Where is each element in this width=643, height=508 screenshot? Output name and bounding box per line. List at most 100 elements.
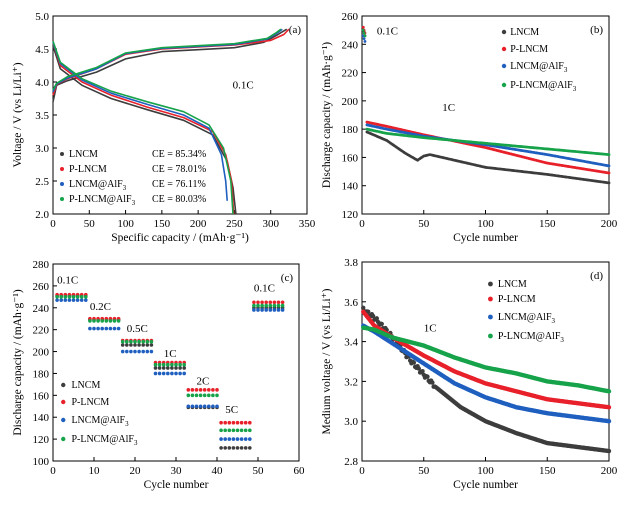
data-point-p-lncm-alf3 bbox=[276, 303, 281, 308]
data-point-lncm bbox=[248, 446, 252, 450]
data-point-lncm-alf3 bbox=[182, 371, 186, 376]
data-point-lncm-alf3 bbox=[362, 37, 366, 41]
data-point-lncm bbox=[430, 380, 435, 385]
data-point-p-lncm-alf3 bbox=[264, 303, 269, 308]
y-tick-label: 120 bbox=[33, 434, 50, 446]
data-point-p-lncm bbox=[361, 25, 365, 29]
data-point-p-lncm-alf3 bbox=[96, 319, 100, 323]
data-point-p-lncm bbox=[260, 300, 264, 305]
data-point-p-lncm-alf3 bbox=[194, 393, 199, 398]
rate-annotation-cycling: 1C bbox=[442, 102, 455, 114]
data-point-p-lncm-alf3 bbox=[178, 362, 182, 367]
data-point-lncm-alf3 bbox=[120, 349, 125, 354]
y-tick-label: 3.5 bbox=[35, 110, 49, 122]
data-point-lncm-alf3 bbox=[243, 437, 248, 441]
x-tick-label: 250 bbox=[226, 218, 243, 230]
legend-label-lncm: LNCM bbox=[71, 380, 100, 391]
data-point-lncm-alf3 bbox=[125, 349, 129, 354]
legend-marker-lncm-alf3 bbox=[61, 417, 66, 423]
data-point-p-lncm-alf3 bbox=[202, 393, 207, 398]
legend-label-p-lncm-alf3: P-LNCM@AlF3 bbox=[498, 331, 565, 344]
data-point-lncm bbox=[420, 368, 425, 374]
x-tick-label: 300 bbox=[262, 218, 279, 230]
data-point-p-lncm-alf3 bbox=[361, 28, 365, 32]
legend-label-lncm-alf3: LNCM@AlF3 bbox=[498, 312, 556, 325]
curve-discharge-p-lncm-alf3 bbox=[52, 40, 234, 215]
legend-label-p-lncm: P-LNCM bbox=[69, 164, 107, 175]
data-point-p-lncm-alf3 bbox=[227, 428, 232, 433]
data-point-p-lncm bbox=[243, 420, 248, 425]
data-point-p-lncm-alf3 bbox=[362, 31, 366, 35]
x-tick-label: 0 bbox=[359, 465, 365, 477]
data-point-p-lncm-alf3 bbox=[141, 339, 145, 344]
x-tick-label: 150 bbox=[539, 465, 556, 477]
data-point-lncm-alf3 bbox=[79, 298, 84, 302]
data-point-p-lncm-alf3 bbox=[239, 428, 244, 433]
data-point-lncm bbox=[227, 446, 232, 450]
data-point-lncm-alf3 bbox=[219, 437, 223, 441]
legend-marker-lncm-alf3 bbox=[60, 182, 64, 186]
data-point-p-lncm-alf3 bbox=[161, 362, 166, 367]
data-point-lncm bbox=[145, 343, 150, 347]
data-point-lncm bbox=[166, 366, 170, 370]
legend-marker-p-lncm-alf3 bbox=[488, 333, 493, 339]
y-tick-label: 120 bbox=[342, 209, 359, 221]
data-point-lncm bbox=[425, 374, 430, 379]
data-point-p-lncm-alf3 bbox=[235, 428, 240, 433]
x-tick-label: 100 bbox=[477, 465, 494, 477]
y-tick-label: 240 bbox=[33, 303, 50, 315]
rate-label-0: 0.1C bbox=[57, 275, 78, 287]
data-point-p-lncm bbox=[190, 388, 195, 392]
x-axis-label: Specific capacity / (mAh·g⁻¹) bbox=[111, 232, 249, 244]
x-tick-label: 350 bbox=[299, 218, 316, 230]
data-point-lncm-alf3 bbox=[235, 437, 240, 441]
data-point-lncm-alf3 bbox=[174, 371, 178, 376]
data-point-p-lncm bbox=[606, 405, 612, 410]
data-point-lncm bbox=[361, 305, 366, 310]
data-point-p-lncm bbox=[280, 300, 285, 305]
x-tick-label: 60 bbox=[294, 465, 306, 477]
data-point-lncm-alf3 bbox=[607, 164, 611, 168]
data-point-lncm-alf3 bbox=[186, 404, 191, 409]
data-point-p-lncm-alf3 bbox=[363, 34, 367, 38]
legend-label-p-lncm: P-LNCM bbox=[71, 397, 109, 408]
data-point-lncm-alf3 bbox=[55, 298, 59, 302]
panel-c: 0 10 20 30 40 50 60 100 120 140 160 180 200 220 240 260… bbox=[12, 259, 305, 491]
legend-marker-lncm bbox=[61, 382, 66, 388]
data-point-lncm-alf3 bbox=[231, 437, 236, 441]
y-tick-label: 220 bbox=[342, 68, 359, 80]
data-point-p-lncm-alf3 bbox=[157, 362, 162, 367]
data-point-lncm bbox=[129, 343, 133, 347]
data-point-p-lncm-alf3 bbox=[55, 295, 59, 299]
rate-label-5: 5C bbox=[225, 404, 238, 416]
data-point-p-lncm-alf3 bbox=[104, 319, 109, 323]
data-point-p-lncm bbox=[256, 300, 260, 305]
y-tick-label: 200 bbox=[342, 96, 359, 108]
panel-d: 0 50 100 150 200 2.8 3.0 3.2 3.4 3.6 3.8 Cycle numb… bbox=[321, 257, 618, 491]
data-point-p-lncm-alf3 bbox=[268, 303, 273, 308]
data-point-p-lncm-alf3 bbox=[272, 303, 277, 308]
x-tick-label: 0 bbox=[359, 218, 365, 230]
data-point-lncm-alf3 bbox=[145, 349, 150, 354]
data-point-p-lncm-alf3 bbox=[170, 362, 174, 367]
data-point-p-lncm-alf3 bbox=[149, 339, 154, 344]
ce-label-p-lncm-alf3: CE = 80.03% bbox=[152, 194, 206, 205]
rate-annotation-initial: 0.1C bbox=[377, 25, 398, 37]
curve-charge-lncm bbox=[52, 28, 288, 102]
data-point-lncm-alf3 bbox=[170, 371, 174, 376]
data-point-lncm bbox=[120, 343, 125, 347]
data-point-p-lncm-alf3 bbox=[75, 295, 80, 299]
legend-marker-p-lncm-alf3 bbox=[60, 197, 64, 201]
data-point-lncm bbox=[223, 446, 227, 450]
panel-label: (a) bbox=[289, 24, 302, 36]
data-point-p-lncm-alf3 bbox=[607, 153, 611, 157]
data-point-p-lncm-alf3 bbox=[59, 295, 63, 299]
data-point-lncm-alf3 bbox=[84, 298, 88, 302]
x-tick-label: 150 bbox=[539, 218, 556, 230]
data-point-p-lncm bbox=[252, 300, 256, 305]
rate-annotation: 0.1C bbox=[233, 80, 254, 92]
data-point-lncm-alf3 bbox=[194, 404, 199, 409]
data-point-p-lncm-alf3 bbox=[153, 362, 158, 367]
rate-label-6: 0.1C bbox=[254, 282, 275, 294]
